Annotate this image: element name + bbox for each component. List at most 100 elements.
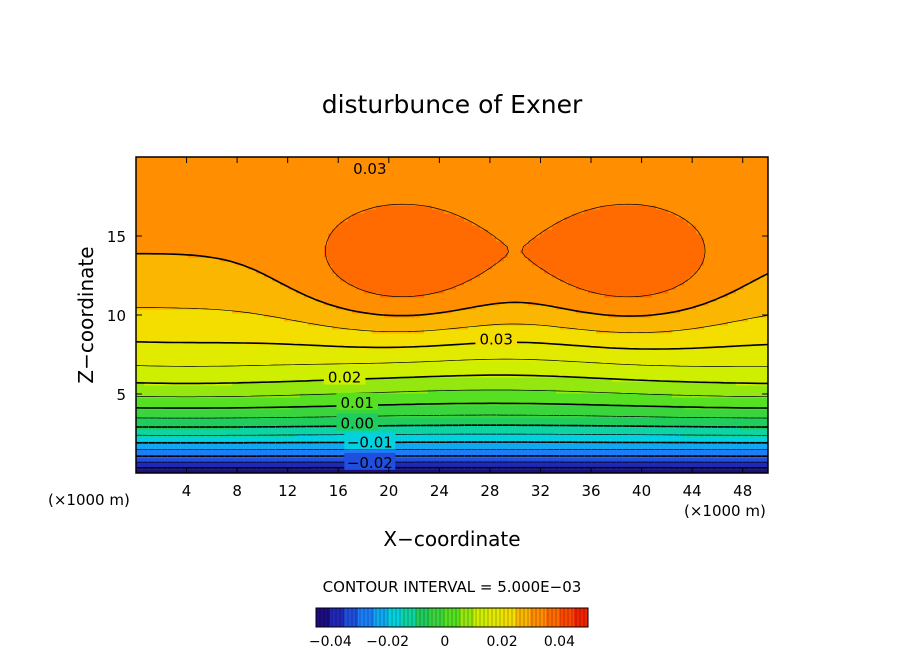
field-cell [280,289,285,294]
field-cell [324,393,329,398]
field-cell [364,245,369,250]
field-cell [184,461,189,466]
field-cell [248,285,253,290]
field-cell [256,225,261,230]
field-cell [184,325,189,330]
field-cell [324,277,329,282]
field-cell [360,297,365,302]
field-cell [232,329,237,334]
field-cell [336,325,341,330]
field-cell [264,413,269,418]
field-cell [336,429,341,434]
field-cell [304,417,309,422]
field-cell [284,445,289,450]
field-cell [368,337,373,342]
field-cell [256,161,261,166]
field-cell [196,189,201,194]
field-cell [328,409,333,414]
field-cell [184,269,189,274]
field-cell [188,349,193,354]
field-cell [272,197,277,202]
field-cell [244,261,249,266]
field-cell [364,353,369,358]
field-cell [256,221,261,226]
field-cell [372,297,377,302]
field-cell [316,173,321,178]
field-cell [376,301,381,306]
field-cell [324,453,329,458]
field-cell [152,273,157,278]
field-cell [304,209,309,214]
field-cell [240,385,245,390]
field-cell [308,345,313,350]
field-cell [296,333,301,338]
field-cell [332,417,337,422]
field-cell [188,421,193,426]
field-cell [268,413,273,418]
field-cell [360,189,365,194]
field-cell [276,173,281,178]
field-cell [216,285,221,290]
field-cell [376,333,381,338]
field-cell [228,157,233,162]
field-cell [204,217,209,222]
field-cell [300,233,305,238]
field-cell [344,221,349,226]
field-cell [264,233,269,238]
field-cell [300,421,305,426]
field-cell [340,177,345,182]
field-cell [168,305,173,310]
field-cell [260,333,265,338]
field-cell [324,209,329,214]
field-cell [176,329,181,334]
field-cell [376,241,381,246]
field-cell [320,249,325,254]
field-cell [204,225,209,230]
field-cell [156,309,161,314]
field-cell [256,461,261,466]
field-cell [248,317,253,322]
field-cell [320,317,325,322]
field-cell [360,321,365,326]
field-cell [228,337,233,342]
field-cell [312,333,317,338]
field-cell [344,181,349,186]
field-cell [192,229,197,234]
field-cell [172,177,177,182]
field-cell [180,249,185,254]
field-cell [228,217,233,222]
field-cell [376,317,381,322]
field-cell [144,193,149,198]
field-cell [380,333,385,338]
field-cell [248,393,253,398]
field-cell [268,365,273,370]
field-cell [232,293,237,298]
field-cell [208,157,213,162]
field-cell [172,449,177,454]
field-cell [260,241,265,246]
field-cell [216,409,221,414]
field-cell [260,253,265,258]
field-cell [256,245,261,250]
field-cell [364,181,369,186]
field-cell [376,221,381,226]
field-cell [136,181,141,186]
field-cell [296,381,301,386]
field-cell [380,229,385,234]
field-cell [148,341,153,346]
field-cell [232,173,237,178]
field-cell [264,157,269,162]
field-cell [352,325,357,330]
field-cell [200,369,205,374]
field-cell [336,269,341,274]
field-cell [288,373,293,378]
field-cell [320,157,325,162]
field-cell [204,373,209,378]
field-cell [328,317,333,322]
field-cell [164,261,169,266]
field-cell [184,289,189,294]
field-cell [140,445,145,450]
field-cell [164,181,169,186]
field-cell [188,189,193,194]
field-cell [168,229,173,234]
